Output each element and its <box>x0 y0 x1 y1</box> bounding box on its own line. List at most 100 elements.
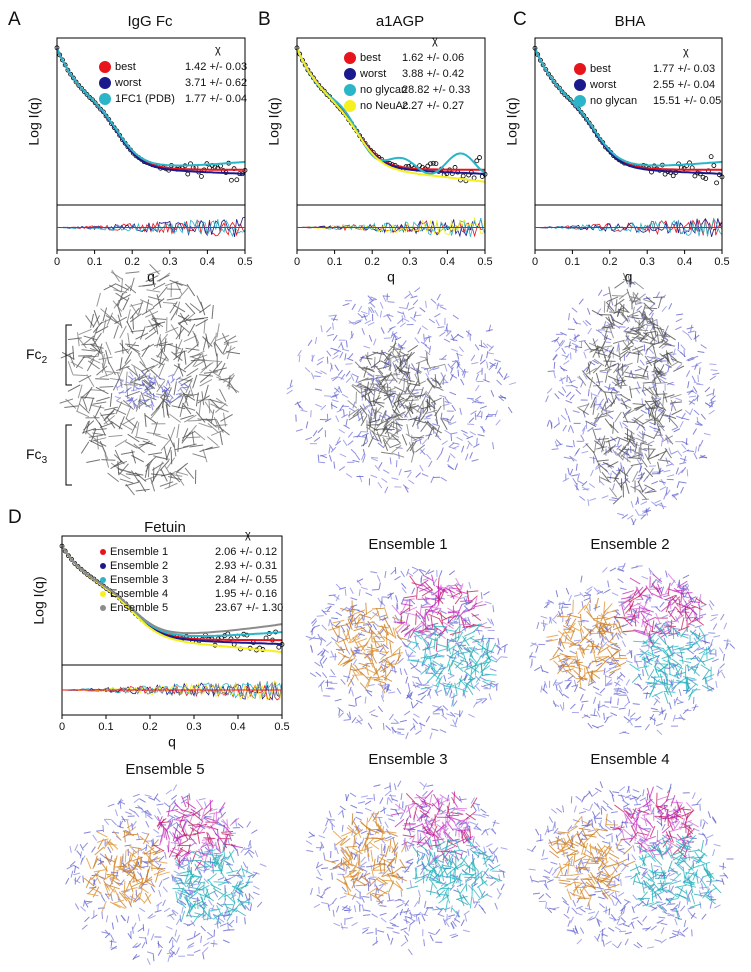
structure-render <box>358 662 371 668</box>
structure-render <box>638 588 648 598</box>
chi-value: 1.95 +/- 0.16 <box>215 588 277 600</box>
structure-render <box>402 600 409 612</box>
structure-render <box>609 667 621 674</box>
structure-render <box>474 637 487 641</box>
structure-render <box>680 652 684 665</box>
structure-render <box>640 593 652 599</box>
legend-marker <box>100 605 106 611</box>
structure-render <box>481 411 483 419</box>
structure-render <box>624 375 637 379</box>
structure-render <box>206 359 221 362</box>
structure-render <box>618 349 622 362</box>
scatter-point <box>79 85 84 91</box>
structure-render <box>381 675 393 682</box>
structure-render <box>96 365 108 376</box>
structure-render <box>425 357 432 370</box>
structure-render <box>466 442 471 450</box>
structure-render <box>458 818 471 822</box>
structure-render <box>387 354 399 360</box>
structure-render <box>403 827 415 833</box>
structure-render <box>556 611 563 618</box>
structure-render <box>333 594 340 600</box>
structure-render <box>449 884 455 891</box>
structure-render <box>446 713 454 717</box>
structure-render <box>435 928 441 935</box>
structure-render <box>602 292 610 297</box>
structure-render <box>450 620 458 625</box>
structure-render <box>404 595 417 599</box>
structure-render <box>345 867 348 875</box>
structure-render <box>367 321 375 326</box>
structure-render <box>439 331 446 337</box>
structure-render <box>371 913 378 918</box>
structure-render <box>610 396 618 408</box>
structure-render <box>407 345 418 353</box>
structure-render <box>156 380 166 393</box>
structure-render <box>165 326 179 334</box>
structure-render <box>384 845 390 858</box>
structure-render <box>556 654 564 666</box>
structure-render <box>436 847 444 851</box>
structure-render <box>364 800 372 806</box>
structure-render <box>599 369 612 372</box>
structure-render <box>401 587 407 594</box>
structure-render <box>455 653 467 661</box>
structure-render <box>333 392 338 399</box>
structure-render <box>367 384 375 396</box>
structure-render <box>435 319 440 326</box>
structure-render <box>656 577 662 584</box>
structure-render <box>105 314 118 324</box>
legend-marker <box>100 577 106 583</box>
structure-render <box>125 418 137 429</box>
structure-render <box>353 828 364 837</box>
structure-render <box>399 354 405 367</box>
structure-render <box>648 654 661 661</box>
structure-render <box>607 655 617 665</box>
structure-render <box>417 327 422 335</box>
structure-render <box>345 793 348 802</box>
structure-render <box>640 409 648 414</box>
structure-render <box>450 711 456 718</box>
structure-render <box>120 359 132 370</box>
structure-render <box>647 454 660 460</box>
structure-render <box>416 372 420 385</box>
structure-render <box>603 446 614 455</box>
structure-render <box>646 372 649 380</box>
structure-render <box>613 307 625 315</box>
structure-render <box>681 602 692 612</box>
structure-render <box>694 625 702 628</box>
structure-render <box>334 698 342 702</box>
structure-render <box>671 409 683 416</box>
structure-render <box>679 420 684 428</box>
structure-render <box>607 383 611 391</box>
structure-render <box>407 571 414 577</box>
structure-render <box>569 338 576 343</box>
structure-render <box>668 673 681 679</box>
scatter-point <box>477 155 482 160</box>
structure-render <box>665 436 669 444</box>
structure-render <box>322 826 328 834</box>
structure-render <box>473 802 481 806</box>
structure-render <box>605 715 613 719</box>
structure-render <box>354 695 362 700</box>
structure-render <box>651 620 655 633</box>
structure-render <box>204 401 214 414</box>
structure-render <box>59 398 74 404</box>
structure-render <box>146 392 153 397</box>
structure-render <box>655 606 661 612</box>
structure-render <box>316 894 324 899</box>
structure-render <box>449 452 456 459</box>
structure-render <box>444 364 448 372</box>
structure-render <box>419 448 426 455</box>
structure-render <box>353 835 356 848</box>
structure-render <box>596 626 604 637</box>
structure-render <box>102 319 107 334</box>
structure-render <box>357 866 365 868</box>
structure-render <box>651 691 663 698</box>
structure-render <box>379 414 386 419</box>
structure-render <box>662 394 675 399</box>
structure-render <box>428 931 436 936</box>
legend-label: Ensemble 5 <box>110 602 168 614</box>
structure-render <box>334 386 340 394</box>
structure-render <box>620 454 631 463</box>
